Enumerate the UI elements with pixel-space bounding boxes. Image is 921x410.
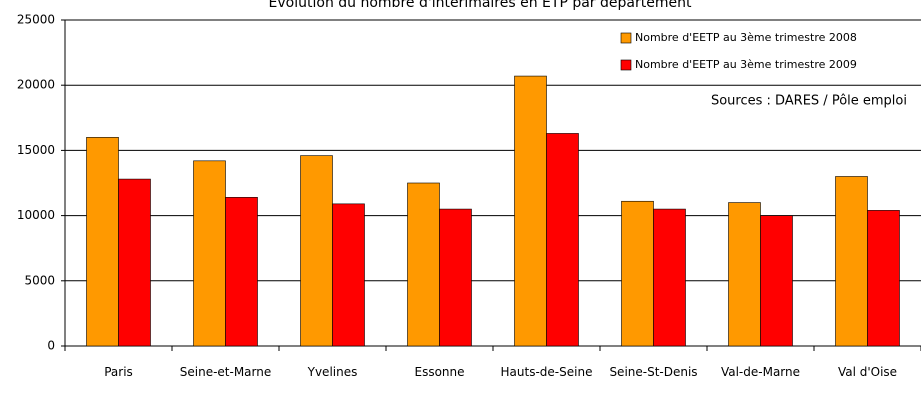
bar — [728, 202, 761, 347]
x-tick-label: Paris — [104, 365, 133, 379]
bar — [118, 178, 151, 347]
y-tick-label: 20000 — [17, 78, 55, 92]
bar — [867, 210, 900, 347]
y-tick-label: 0 — [47, 339, 55, 353]
bar — [514, 75, 547, 347]
y-tick-label: 10000 — [17, 208, 55, 222]
x-tick-label: Seine-St-Denis — [609, 365, 698, 379]
legend-swatch — [620, 59, 632, 71]
bar — [653, 208, 686, 347]
bar — [546, 133, 579, 347]
x-tick-label: Seine-et-Marne — [179, 365, 272, 379]
bar — [835, 176, 868, 347]
bar — [621, 200, 654, 347]
chart-title: Evolution du nombre d'intérimaires en ET… — [269, 0, 692, 11]
bar — [86, 137, 119, 347]
x-tick-label: Val-de-Marne — [720, 365, 801, 379]
bar — [407, 182, 440, 347]
y-tick-label: 5000 — [24, 273, 55, 287]
x-tick-label: Val d'Oise — [837, 365, 898, 379]
bar — [760, 215, 793, 347]
legend-label: Nombre d'EETP au 3ème trimestre 2009 — [635, 58, 857, 71]
x-tick-label: Essonne — [414, 365, 465, 379]
bar — [439, 208, 472, 347]
bar — [193, 160, 226, 347]
legend-label: Nombre d'EETP au 3ème trimestre 2008 — [635, 31, 857, 44]
bar — [225, 197, 258, 347]
y-tick-label: 25000 — [17, 13, 55, 27]
x-tick-label: Yvelines — [307, 365, 358, 379]
legend-swatch — [620, 32, 632, 44]
x-tick-label: Hauts-de-Seine — [500, 365, 593, 379]
bar — [332, 203, 365, 347]
bar — [300, 155, 333, 347]
y-tick-label: 15000 — [17, 143, 55, 157]
annotation: Sources : DARES / Pôle emploi — [711, 94, 907, 109]
